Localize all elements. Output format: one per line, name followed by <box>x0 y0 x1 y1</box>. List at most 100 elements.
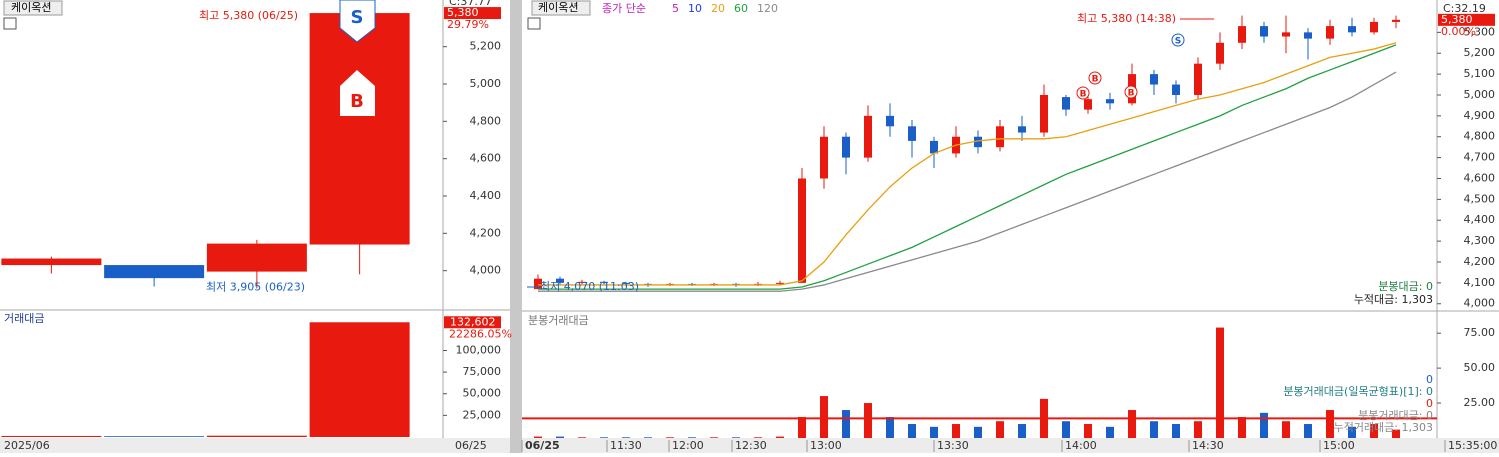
volume-bar <box>556 436 564 438</box>
signal-badge <box>1076 86 1090 100</box>
signal: B <box>1092 75 1099 85</box>
title-box[interactable] <box>531 0 591 16</box>
y-tick-label: 75.00 <box>1464 326 1496 339</box>
candle-body <box>776 282 784 284</box>
buy-signal: B <box>350 91 364 112</box>
info: 누적대금: 1,303 <box>1354 293 1433 306</box>
candle-body <box>1282 32 1290 37</box>
volume-bar <box>534 436 542 438</box>
candle-body <box>798 178 806 283</box>
candle-body <box>886 115 894 127</box>
volume-bar <box>1370 424 1378 438</box>
sell-signal-shape <box>339 0 376 43</box>
x-tick-label: 12:00 <box>672 439 704 452</box>
y-tick-label: 4,300 <box>1464 234 1496 247</box>
y-tick-label: 4,500 <box>1464 192 1496 205</box>
candle-body <box>908 126 916 141</box>
y-tick-label: 4,200 <box>1464 255 1496 268</box>
volume-bar <box>1282 421 1290 438</box>
last-pct: 0.00% <box>1441 25 1476 38</box>
candle-body <box>1216 42 1224 64</box>
volume-bar <box>104 436 205 437</box>
candle-body <box>820 136 828 179</box>
last-price-box <box>444 7 501 20</box>
candle-body <box>1018 126 1026 133</box>
candle-body <box>622 282 630 284</box>
candle-body <box>1392 19 1400 22</box>
volume-bar <box>1172 424 1180 438</box>
volume-bar <box>798 417 806 438</box>
last-price: 5,380 <box>447 6 479 19</box>
volume-bar <box>688 437 696 438</box>
volume-bar <box>578 437 586 438</box>
volume-info: 분봉거래대금: 0 <box>1358 409 1433 422</box>
y-tick-label: 4,900 <box>1464 109 1496 122</box>
volume-bar <box>1 435 102 437</box>
y-tick-label: 5,100 <box>1464 67 1496 80</box>
last-volume-box <box>444 316 501 329</box>
ma-line <box>538 71 1397 292</box>
signal-badge <box>1171 33 1185 47</box>
high-label: 최고 5,380 (06/25) <box>199 9 298 22</box>
candle-body <box>104 265 205 279</box>
volume-bar <box>1260 412 1268 438</box>
candle-body <box>556 278 564 283</box>
x-tick-label: 15:35:00 <box>1448 439 1497 452</box>
x-tick-label: 13:00 <box>810 439 842 452</box>
chart-title: 케이옥션 <box>11 1 51 14</box>
y-tick-label: 5,300 <box>1464 25 1496 38</box>
volume-bar <box>842 410 850 438</box>
volume-bar <box>1326 410 1334 438</box>
signal-badge <box>1088 71 1102 85</box>
volume-bar <box>820 396 828 438</box>
candle-body <box>996 126 1004 148</box>
y-tick-label: 4,400 <box>470 189 502 202</box>
candle-body <box>600 281 608 283</box>
candle-body <box>1238 26 1246 43</box>
y-tick-label: 4,400 <box>1464 213 1496 226</box>
grid-icon[interactable] <box>3 17 17 30</box>
time-bar <box>0 438 510 453</box>
y-tick-label: 4,000 <box>1464 297 1496 310</box>
y-tick-label: 100,000 <box>456 343 502 356</box>
volume-bar <box>1216 327 1224 438</box>
volume-bar <box>1392 429 1400 438</box>
volume-bar <box>622 437 630 438</box>
volume-bar <box>644 437 652 438</box>
signal-badge <box>1124 85 1138 99</box>
candle-body <box>1194 63 1202 95</box>
candle-body <box>974 136 982 148</box>
low-label: 최저 3,905 (06/23) <box>206 280 305 293</box>
pane-title: 분봉거래대금 <box>528 314 589 327</box>
candle-body <box>1 258 102 266</box>
title-box[interactable] <box>3 0 63 16</box>
signal: B <box>1128 89 1135 99</box>
volume-bar <box>1062 421 1070 438</box>
info: 분봉대금: 0 <box>1378 280 1433 293</box>
signal: S <box>1175 37 1181 47</box>
volume-bar <box>1106 426 1114 438</box>
volume-bar <box>1194 421 1202 438</box>
volume-bar <box>1150 421 1158 438</box>
y-tick-label: 4,600 <box>1464 171 1496 184</box>
candle-body <box>864 115 872 158</box>
ma-legend: 120 <box>757 2 778 15</box>
last-pct: 29.79% <box>447 18 489 31</box>
y-tick-label: 50.00 <box>1464 361 1496 374</box>
volume-bar <box>600 437 608 438</box>
volume-bar <box>886 417 894 438</box>
y-tick-label: 5,000 <box>470 77 502 90</box>
ma-legend: 20 <box>711 2 725 15</box>
pane-title: 거래대금 <box>4 312 44 325</box>
x-tick-label: 06/25 <box>525 439 560 452</box>
x-tick-label: 2025/06 <box>4 439 50 452</box>
splitter[interactable] <box>510 0 522 453</box>
ma-legend: 10 <box>688 2 702 15</box>
candle-body <box>1370 21 1378 33</box>
last-price-box <box>1438 13 1495 26</box>
grid-icon[interactable] <box>527 17 541 30</box>
chart-title: 케이옥션 <box>538 1 578 14</box>
